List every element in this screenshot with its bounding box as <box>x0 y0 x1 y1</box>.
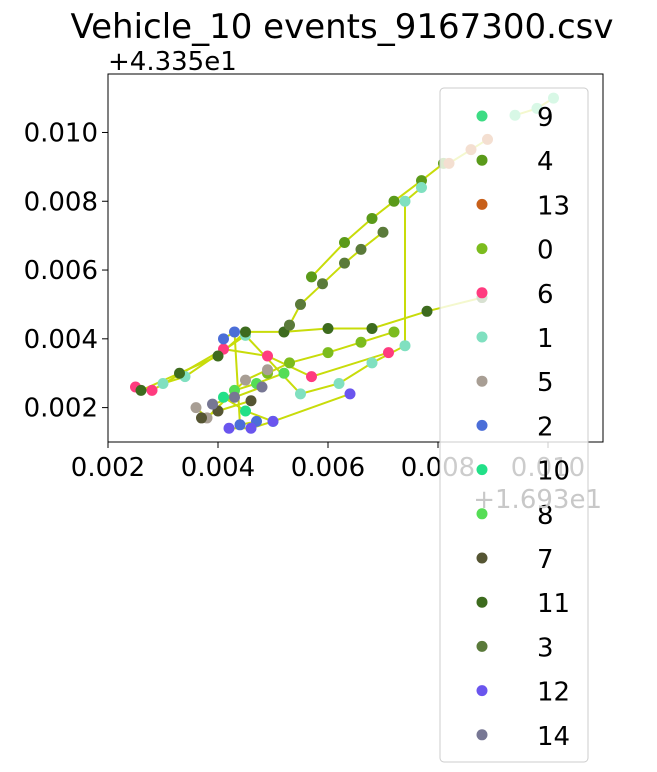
legend-frame <box>439 87 589 763</box>
legend-marker-13 <box>476 198 488 210</box>
legend-marker-9 <box>476 110 488 122</box>
point-series-4 <box>388 195 400 207</box>
point-series-4 <box>306 271 317 283</box>
y-axis: 0.002 0.004 0.006 0.008 0.010 <box>24 118 108 424</box>
legend-marker-6 <box>476 287 488 299</box>
legend-marker-3 <box>476 640 488 652</box>
y-tick-label: 0.006 <box>24 256 98 286</box>
legend-marker-7 <box>476 552 488 564</box>
point-series-5 <box>262 364 273 376</box>
legend-marker-5 <box>476 375 488 387</box>
legend-marker-1 <box>476 331 488 343</box>
point-series-2 <box>229 326 240 338</box>
legend-label-3: 3 <box>537 633 554 663</box>
point-series-3 <box>339 257 350 269</box>
point-series-4 <box>366 212 378 224</box>
point-series-12 <box>223 422 235 434</box>
point-series-10 <box>240 405 251 417</box>
y-tick-label: 0.004 <box>24 325 98 355</box>
x-tick-label: 0.004 <box>181 453 255 483</box>
x-tick-label: 0.002 <box>71 453 145 483</box>
point-series-14 <box>229 391 240 403</box>
legend-label-13: 13 <box>537 191 570 221</box>
legend-label-7: 7 <box>537 545 554 575</box>
point-series-0 <box>322 347 334 359</box>
point-series-7 <box>196 412 207 424</box>
y-tick-label: 0.008 <box>24 187 98 217</box>
point-series-3 <box>355 243 367 255</box>
point-series-12 <box>344 388 356 400</box>
point-series-14 <box>207 398 218 410</box>
point-series-11 <box>421 305 433 317</box>
point-series-7 <box>245 395 257 407</box>
legend-label-10: 10 <box>537 457 570 487</box>
point-series-11 <box>366 323 378 335</box>
point-series-6 <box>383 347 394 359</box>
point-series-11 <box>212 350 224 362</box>
point-series-2 <box>218 333 229 345</box>
x-offset-label: +1.693e1 <box>473 485 602 515</box>
point-series-2 <box>234 419 246 431</box>
legend-label-12: 12 <box>537 678 570 708</box>
point-series-8 <box>278 367 290 379</box>
legend-label-11: 11 <box>537 589 570 619</box>
legend-label-0: 0 <box>537 236 554 266</box>
x-tick-label: 0.006 <box>291 453 365 483</box>
point-series-3 <box>295 298 306 310</box>
legend-marker-8 <box>476 508 488 520</box>
point-series-1 <box>295 388 306 400</box>
legend-marker-10 <box>476 464 488 476</box>
point-series-5 <box>190 402 202 414</box>
point-series-0 <box>355 336 367 348</box>
legend-marker-4 <box>476 154 488 166</box>
legend-label-6: 6 <box>537 280 554 310</box>
trajectory-line-2 <box>222 330 257 427</box>
point-series-0 <box>284 357 295 369</box>
chart-title: Vehicle_10 events_9167300.csv <box>71 7 614 47</box>
legend-items: 9 4 13 0 6 1 5 2 10 8 7 11 3 12 14 <box>476 103 570 752</box>
legend-marker-11 <box>476 596 488 608</box>
point-series-3 <box>284 319 295 331</box>
point-series-1 <box>333 378 345 390</box>
point-series-1 <box>416 181 427 193</box>
point-series-3 <box>377 226 389 238</box>
y-offset-label: +4.335e1 <box>108 47 237 77</box>
point-series-6 <box>146 384 158 396</box>
point-series-1 <box>366 357 378 369</box>
point-series-0 <box>388 326 400 338</box>
legend-label-1: 1 <box>537 324 554 354</box>
legend-marker-12 <box>476 685 488 697</box>
point-series-12 <box>267 415 279 427</box>
point-series-5 <box>240 374 251 386</box>
point-series-1 <box>399 340 411 352</box>
legend-marker-0 <box>476 243 488 255</box>
point-series-14 <box>256 381 268 393</box>
legend-label-5: 5 <box>537 368 554 398</box>
legend: 9 4 13 0 6 1 5 2 10 8 7 11 3 12 14 <box>439 87 589 763</box>
legend-label-14: 14 <box>537 722 570 752</box>
point-series-4 <box>339 237 350 249</box>
y-tick-label: 0.002 <box>24 394 98 424</box>
legend-label-9: 9 <box>537 103 554 133</box>
legend-label-8: 8 <box>537 501 554 531</box>
point-series-12 <box>245 422 257 434</box>
legend-marker-14 <box>476 729 488 741</box>
legend-label-4: 4 <box>537 147 554 177</box>
point-series-11 <box>240 326 251 338</box>
legend-marker-2 <box>476 419 488 431</box>
point-series-3 <box>317 278 328 290</box>
y-tick-label: 0.010 <box>24 118 98 148</box>
point-series-6 <box>262 350 273 362</box>
point-series-10 <box>218 391 229 403</box>
point-series-1 <box>399 195 411 207</box>
point-series-11 <box>174 367 185 379</box>
point-series-1 <box>157 378 169 390</box>
point-series-11 <box>322 323 334 335</box>
point-series-6 <box>306 371 317 383</box>
legend-label-2: 2 <box>537 412 554 442</box>
point-series-11 <box>135 384 147 396</box>
